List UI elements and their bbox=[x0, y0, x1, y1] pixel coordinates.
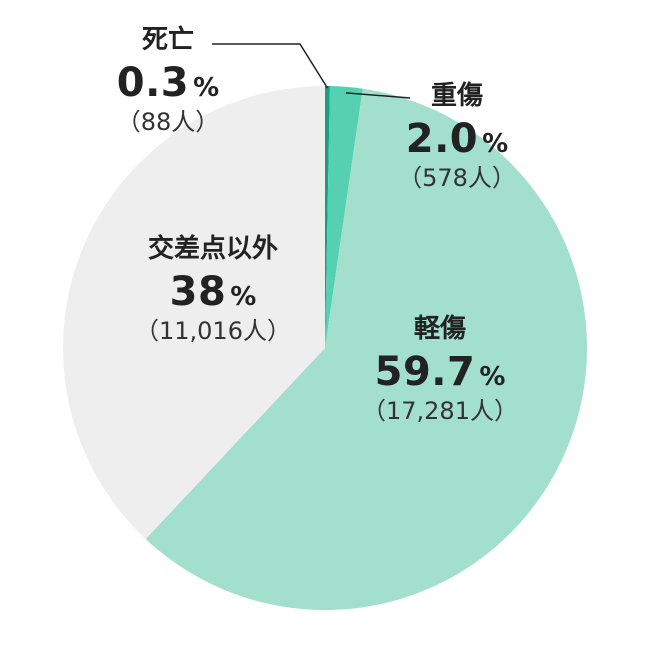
slice-percent: 59.7 bbox=[374, 348, 476, 395]
leader-line-death bbox=[212, 43, 329, 89]
slice-name: 死亡 bbox=[141, 25, 194, 55]
pie-slice-serious-injury bbox=[325, 86, 363, 349]
slice-count: （11,016人） bbox=[135, 316, 291, 345]
pie-slice-death bbox=[325, 86, 330, 348]
slice-percent: 0.3 bbox=[116, 59, 190, 106]
percent-sign: % bbox=[193, 72, 220, 103]
slice-count: （578人） bbox=[398, 163, 516, 192]
slice-label-non-intersection: 交差点以外 38% （11,016人） bbox=[108, 235, 318, 344]
slice-percent: 38 bbox=[169, 268, 227, 315]
slice-count: （17,281人） bbox=[362, 396, 518, 425]
leader-line-serious-injury bbox=[345, 92, 411, 99]
slice-count: （88人） bbox=[116, 107, 220, 136]
slice-percent: 2.0 bbox=[405, 115, 479, 162]
slice-name: 重傷 bbox=[430, 81, 483, 111]
percent-sign: % bbox=[482, 128, 509, 159]
slice-name: 交差点以外 bbox=[147, 234, 278, 264]
slice-label-minor-injury: 軽傷 59.7% （17,281人） bbox=[340, 315, 540, 424]
percent-sign: % bbox=[479, 361, 506, 392]
pie-slice-minor-injury bbox=[145, 88, 587, 610]
pie-slice-non-intersection bbox=[62, 85, 326, 539]
slice-label-death: 死亡 0.3% （88人） bbox=[108, 26, 228, 135]
slice-label-serious-injury: 重傷 2.0% （578人） bbox=[392, 82, 522, 191]
percent-sign: % bbox=[230, 281, 257, 312]
slice-name: 軽傷 bbox=[413, 314, 466, 344]
